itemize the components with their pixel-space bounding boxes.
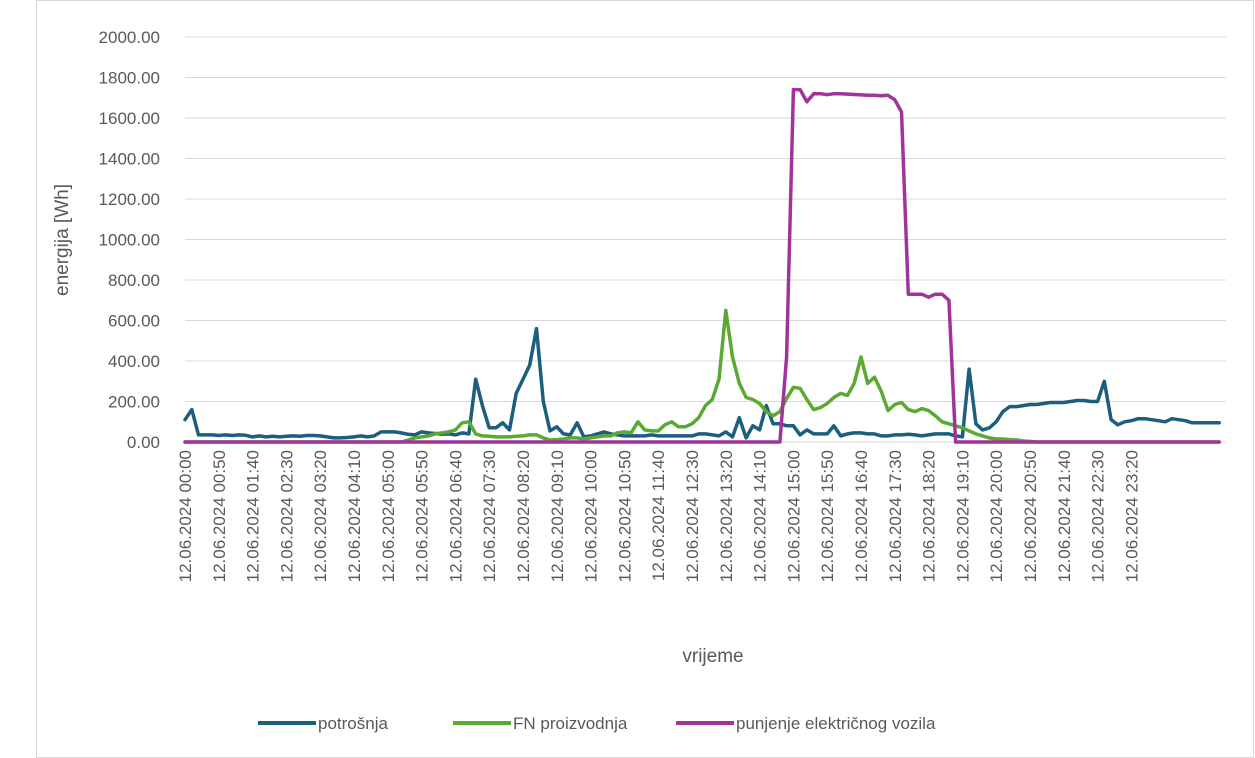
- x-tick-label: 12.06.2024 00:50: [210, 450, 229, 582]
- legend-label: FN proizvodnja: [513, 714, 628, 733]
- x-tick-label: 12.06.2024 08:20: [514, 450, 533, 582]
- chart-area-border: [36, 0, 1254, 758]
- y-tick-label: 1200.00: [99, 190, 160, 209]
- x-tick-label: 12.06.2024 18:20: [920, 450, 939, 582]
- x-tick-label: 12.06.2024 10:50: [615, 450, 634, 582]
- y-tick-label: 0.00: [127, 433, 160, 452]
- x-tick-label: 12.06.2024 06:40: [446, 450, 465, 582]
- x-tick-label: 12.06.2024 16:40: [852, 450, 871, 582]
- x-tick-label: 12.06.2024 21:40: [1055, 450, 1074, 582]
- y-tick-label: 1800.00: [99, 69, 160, 88]
- x-tick-label: 12.06.2024 23:20: [1122, 450, 1141, 582]
- legend-label: punjenje električnog vozila: [736, 714, 936, 733]
- x-tick-label: 12.06.2024 12:30: [683, 450, 702, 582]
- y-tick-label: 2000.00: [99, 28, 160, 47]
- x-tick-label: 12.06.2024 03:20: [311, 450, 330, 582]
- x-tick-label: 12.06.2024 00:00: [176, 450, 195, 582]
- legend-label: potrošnja: [318, 714, 388, 733]
- x-axis-ticks: 12.06.2024 00:00 12.06.2024 00:50 12.06.20…: [176, 450, 1141, 582]
- x-tick-label: 12.06.2024 15:50: [818, 450, 837, 582]
- x-tick-label: 12.06.2024 20:50: [1021, 450, 1040, 582]
- series-line-3: [183, 87, 1221, 444]
- x-tick-label: 12.06.2024 05:00: [379, 450, 398, 582]
- x-tick-label: 12.06.2024 17:30: [886, 450, 905, 582]
- y-axis-title: energija [Wh]: [52, 184, 73, 296]
- x-tick-label: 12.06.2024 20:00: [987, 450, 1006, 582]
- x-tick-label: 12.06.2024 10:00: [582, 450, 601, 582]
- y-tick-label: 200.00: [108, 393, 160, 412]
- gridlines: [185, 36, 1226, 443]
- x-tick-label: 12.06.2024 14:10: [751, 450, 770, 582]
- x-tick-label: 12.06.2024 15:00: [784, 450, 803, 582]
- x-tick-label: 12.06.2024 04:10: [345, 450, 364, 582]
- series-line-1: [183, 326, 1221, 440]
- y-axis-ticks: 0.00 200.00 400.00 600.00 800.00 1000.00 1200.…: [99, 28, 160, 452]
- x-tick-label: 12.06.2024 22:30: [1089, 450, 1108, 582]
- x-tick-label: 12.06.2024 07:30: [480, 450, 499, 582]
- y-tick-label: 1400.00: [99, 150, 160, 169]
- y-tick-label: 1000.00: [99, 231, 160, 250]
- x-axis-title: vrijeme: [682, 646, 743, 667]
- series-lines: [183, 87, 1221, 444]
- x-tick-label: 12.06.2024 13:20: [717, 450, 736, 582]
- x-tick-label: 12.06.2024 19:10: [953, 450, 972, 582]
- legend: potrošnja FN proizvodnja punjenje električ…: [258, 714, 936, 733]
- y-tick-label: 800.00: [108, 271, 160, 290]
- x-tick-label: 12.06.2024 02:30: [277, 450, 296, 582]
- y-tick-label: 600.00: [108, 312, 160, 331]
- x-tick-label: 12.06.2024 05:50: [413, 450, 432, 582]
- x-tick-label: 12.06.2024 09:10: [548, 450, 567, 582]
- y-tick-label: 400.00: [108, 352, 160, 371]
- x-tick-label: 12.06.2024 11:40: [649, 450, 668, 581]
- x-tick-label: 12.06.2024 01:40: [244, 450, 263, 582]
- y-tick-label: 1600.00: [99, 109, 160, 128]
